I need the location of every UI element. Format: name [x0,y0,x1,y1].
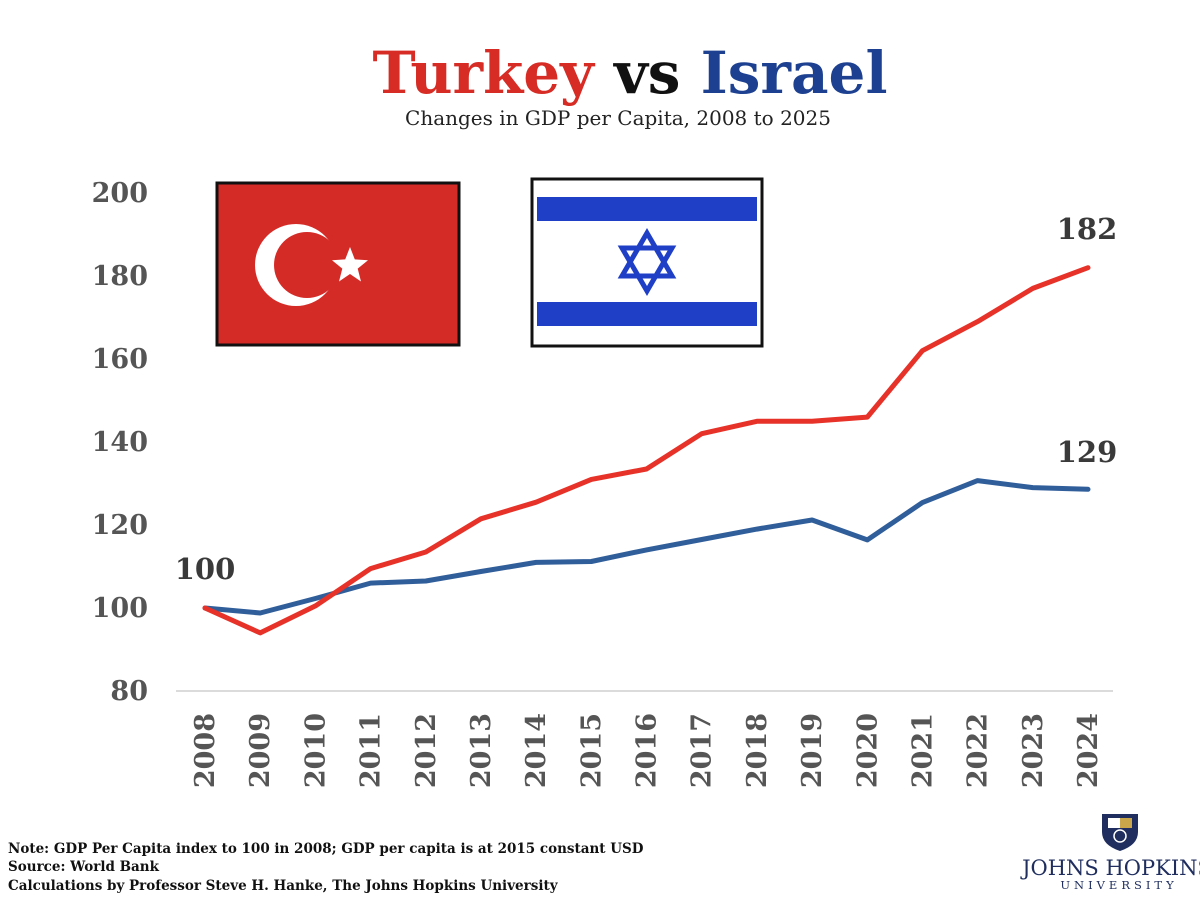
series-line-turkey [202,265,1091,636]
data-label-turkey: 182 [1057,212,1118,246]
y-tick-label: 120 [92,510,148,541]
x-tick-label: 2016 [632,713,663,788]
x-tick-label: 2014 [521,713,552,788]
y-tick-label: 200 [92,178,148,209]
source-text: Source: World Bank [8,859,160,875]
x-tick-label: 2012 [411,713,442,788]
x-tick-label: 2018 [742,713,773,788]
x-tick-label: 2021 [907,713,938,788]
chart-subtitle: Changes in GDP per Capita, 2008 to 2025 [405,106,831,130]
x-tick-label: 2017 [687,713,718,788]
x-tick-label: 2020 [852,713,883,788]
x-tick-label: 2009 [245,713,276,788]
y-tick-label: 140 [92,427,148,458]
logo-subtitle: UNIVERSITY [1060,878,1177,892]
chart-title: Turkey vs Israel [373,39,888,107]
x-tick-label: 2024 [1073,713,1104,788]
note-text: Note: GDP Per Capita index to 100 in 200… [8,841,644,857]
title-israel: Israel [701,39,888,107]
data-label-israel: 129 [1057,435,1118,469]
y-tick-label: 80 [110,676,148,707]
x-tick-label: 2023 [1018,713,1049,788]
x-tick-label: 2015 [576,713,607,788]
y-axis: 80 100 120 140 160 180 200 [92,178,148,707]
x-tick-label: 2008 [190,713,221,788]
turkey-flag-icon [215,181,461,347]
title-vs: vs [612,39,680,107]
x-tick-label: 2011 [356,713,387,788]
israel-flag-icon [530,177,764,348]
jhu-shield-icon [1102,814,1138,851]
x-axis: 2008 2009 2010 2011 2012 2013 2014 2015 2016 2017… [190,713,1104,788]
series-line-israel [202,478,1091,616]
title-turkey: Turkey [373,39,597,107]
x-tick-label: 2013 [466,713,497,788]
y-tick-label: 160 [92,344,148,375]
y-tick-label: 100 [92,593,148,624]
x-tick-label: 2022 [963,713,994,788]
logo-title: JOHNS HOPKINS [1020,856,1200,880]
y-tick-label: 180 [92,261,148,292]
x-tick-label: 2019 [797,713,828,788]
data-label-start: 100 [175,552,236,586]
credit-text: Calculations by Professor Steve H. Hanke… [8,878,559,894]
x-tick-label: 2010 [300,713,331,788]
